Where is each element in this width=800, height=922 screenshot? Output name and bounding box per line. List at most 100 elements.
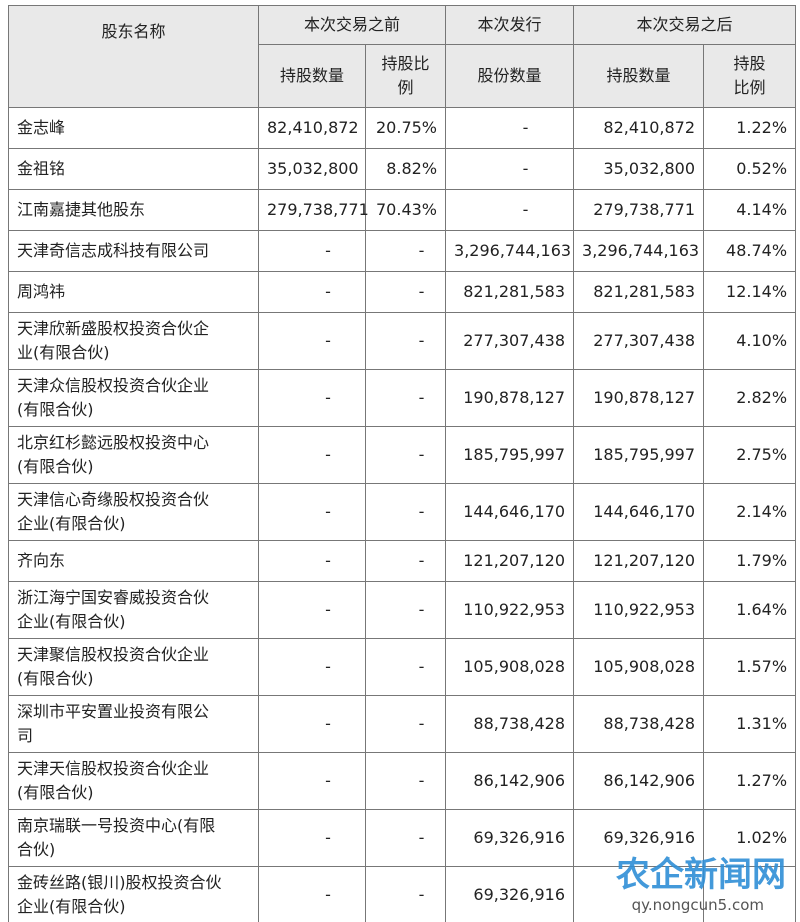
table-row: 天津天信股权投资合伙企业 (有限合伙) - -86,142,906 86,142,90… [8,752,797,810]
table-cell: - [258,695,366,753]
shareholder-name: 天津奇信志成科技有限公司 [8,230,259,272]
table-cell: 70.43% [364,189,447,231]
shareholder-name: 南京瑞联一号投资中心(有限 合伙) [8,809,259,867]
table-cell: - [258,312,366,370]
table-cell: - [364,483,447,541]
table-row: 天津信心奇缘股权投资合伙 企业(有限合伙) - -144,646,170 144,64… [8,483,797,541]
shareholder-name: 天津众信股权投资合伙企业 (有限合伙) [8,369,259,427]
header-cell: 本次发行 [445,5,575,45]
table-cell: 82,410,872 [573,107,705,149]
table-cell: 69,326,916 [573,809,705,867]
shareholder-name: 天津信心奇缘股权投资合伙 企业(有限合伙) [8,483,259,541]
table-cell: - [364,695,447,753]
table-cell: 2.75% [703,426,797,484]
shareholder-name: 天津欣新盛股权投资合伙企 业(有限合伙) [8,312,259,370]
table-cell: 35,032,800 [258,148,366,190]
table-cell: - [445,107,575,149]
table-cell: - [258,809,366,867]
table-cell: 185,795,997 [573,426,705,484]
table-row: 金祖铭 35,032,800 8.82% -35,032,800 0.52% [8,148,797,190]
shareholder-name: 周鸿祎 [8,271,259,313]
table-cell: - [258,581,366,639]
table-header: 股东名称 本次交易之前 本次发行 本次交易之后 持股数量 持股比 例股份数量 持股数量 持股 … [8,5,797,108]
table-cell: 4.14% [703,189,797,231]
table-cell: 1.57% [703,638,797,696]
table-row: 江南嘉捷其他股东 279,738,771 70.43% -279,738,771 4.1… [8,189,797,231]
table-cell: 185,795,997 [445,426,575,484]
table-row: 北京红杉懿远股权投资中心 (有限合伙) - -185,795,997 185,795,… [8,426,797,484]
table-cell: 105,908,028 [445,638,575,696]
table-row: 金砖丝路(银川)股权投资合伙 企业(有限合伙) - -69,326,916 [8,866,797,922]
table-cell: 0.52% [703,148,797,190]
table-row: 天津众信股权投资合伙企业 (有限合伙) - -190,878,127 190,878,… [8,369,797,427]
table-row: 浙江海宁国安睿威投资合伙 企业(有限合伙) - -110,922,953 110,92… [8,581,797,639]
table-cell: 3,296,744,163 [445,230,575,272]
table-cell: 35,032,800 [573,148,705,190]
table-row: 天津奇信志成科技有限公司 - -3,296,744,163 3,296,744,163… [8,230,797,272]
table-cell: 110,922,953 [445,581,575,639]
table-cell: 1.79% [703,540,797,582]
table-cell: 8.82% [364,148,447,190]
header-cell: 持股 比例 [703,44,797,108]
table-cell: - [258,230,366,272]
table-cell: 2.82% [703,369,797,427]
shareholder-name: 深圳市平安置业投资有限公 司 [8,695,259,753]
shareholder-table: 股东名称 本次交易之前 本次发行 本次交易之后 持股数量 持股比 例股份数量 持股数量 持股 … [8,5,797,922]
table-cell: - [258,271,366,313]
table-cell: 4.10% [703,312,797,370]
shareholder-name: 天津聚信股权投资合伙企业 (有限合伙) [8,638,259,696]
table-cell: 82,410,872 [258,107,366,149]
table-row: 天津聚信股权投资合伙企业 (有限合伙) - -105,908,028 105,908,… [8,638,797,696]
table-cell: - [364,752,447,810]
table-row: 南京瑞联一号投资中心(有限 合伙) - -69,326,916 69,326,916 1… [8,809,797,867]
table-row: 齐向东 - -121,207,120 121,207,120 1.79% [8,540,797,582]
table-cell: 110,922,953 [573,581,705,639]
table-cell: 277,307,438 [573,312,705,370]
table-cell: 1.27% [703,752,797,810]
table-cell: - [445,148,575,190]
table-cell: 69,326,916 [445,866,575,922]
table-cell: 2.14% [703,483,797,541]
table-cell: 88,738,428 [445,695,575,753]
table-cell: - [364,230,447,272]
table-cell: 86,142,906 [573,752,705,810]
table-cell: 190,878,127 [573,369,705,427]
table-row: 周鸿祎 - -821,281,583 821,281,583 12.14% [8,271,797,313]
table-cell: - [258,426,366,484]
shareholder-name: 齐向东 [8,540,259,582]
table-cell: - [364,312,447,370]
header-cell: 本次交易之前 [257,5,447,45]
table-cell: 190,878,127 [445,369,575,427]
table-cell: - [364,271,447,313]
table-row: 深圳市平安置业投资有限公 司 - -88,738,428 88,738,428 1.31… [8,695,797,753]
table-cell: - [364,638,447,696]
header-cell: 持股比 例 [364,44,447,108]
table-cell: 279,738,771 [258,189,369,231]
table-cell: 88,738,428 [573,695,705,753]
shareholder-name: 江南嘉捷其他股东 [8,189,259,231]
table-cell: - [364,426,447,484]
table-cell: 821,281,583 [573,271,705,313]
table-cell: 20.75% [364,107,447,149]
table-cell: - [258,540,366,582]
table-cell: 279,738,771 [573,189,705,231]
shareholder-name: 北京红杉懿远股权投资中心 (有限合伙) [8,426,259,484]
table-cell: - [258,483,366,541]
table-cell: 121,207,120 [573,540,705,582]
table-cell: 121,207,120 [445,540,575,582]
table-row: 天津欣新盛股权投资合伙企 业(有限合伙) - -277,307,438 277,307… [8,312,797,370]
header-cell: 股份数量 [445,44,575,108]
table-cell: 12.14% [703,271,797,313]
table-cell [703,866,797,922]
table-cell: - [445,189,575,231]
table-cell: - [258,638,366,696]
watermark-url: qy.nongcun5.com [631,896,764,914]
table-cell: 821,281,583 [445,271,575,313]
table-cell: 144,646,170 [445,483,575,541]
table-cell: - [364,809,447,867]
watermark-logo: 农企新闻网 [616,855,786,895]
table-cell: 69,326,916 [445,809,575,867]
table-body: 金志峰 82,410,872 20.75% -82,410,872 1.22% 金祖铭 35… [8,107,797,922]
table-cell [573,866,705,922]
